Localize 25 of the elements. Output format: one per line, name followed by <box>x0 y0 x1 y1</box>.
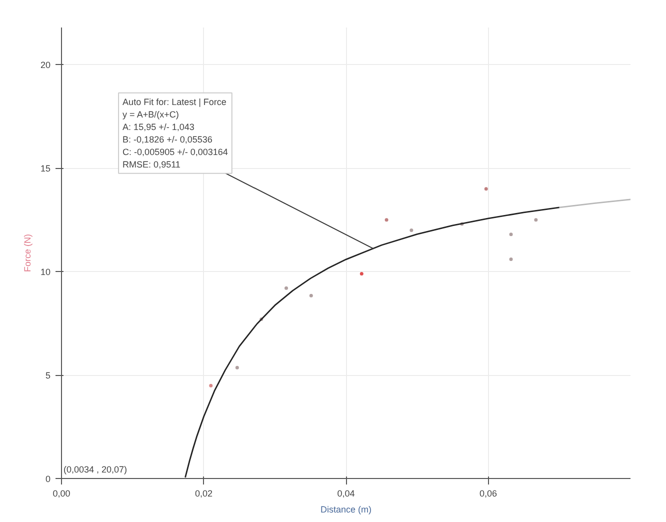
y-tick-label: 0 <box>45 474 51 484</box>
y-tick-label: 15 <box>40 164 51 174</box>
point <box>484 187 488 191</box>
point <box>509 232 513 236</box>
point <box>309 294 313 298</box>
annotation: Auto Fit for: Latest | Force y = A+B/(x+C) A: 15,95 +/- 1,043 B: -0,1826 +/- 0,05536 C: -0,005905 +/- 0,003164 RMSE: 0,9511 <box>122 96 228 170</box>
point <box>284 286 288 290</box>
x-tick-label: 0,04 <box>337 488 355 498</box>
point <box>534 218 538 222</box>
y-tick-label: 20 <box>40 60 51 70</box>
y-tick-label: 5 <box>45 370 51 381</box>
x-tick-label: 0,02 <box>194 488 213 498</box>
point <box>209 384 213 388</box>
annotation: (0,0034 , 20,07) <box>64 464 128 474</box>
y-tick-label: 10 <box>40 267 51 278</box>
line-series <box>184 206 560 478</box>
x-tick-label: 0,06 <box>479 488 498 498</box>
point <box>384 218 388 222</box>
point <box>509 257 513 261</box>
y-axis-title: Force (N) <box>22 234 32 272</box>
point <box>360 272 364 276</box>
point <box>410 228 414 232</box>
point <box>235 366 239 370</box>
x-tick-label: 0,00 <box>52 488 70 498</box>
x-axis-title: Distance (m) <box>320 504 372 514</box>
